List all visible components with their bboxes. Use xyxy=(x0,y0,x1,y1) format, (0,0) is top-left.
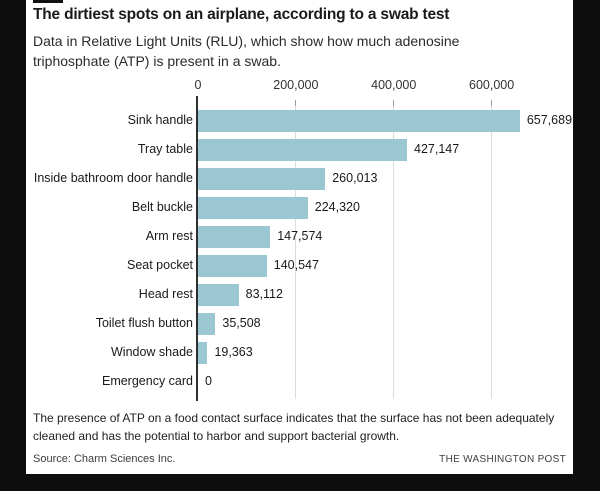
category-label: Sink handle xyxy=(127,113,193,127)
bar-row: 427,147 xyxy=(198,135,566,164)
bar-value-label: 147,574 xyxy=(277,229,323,243)
bar xyxy=(198,283,239,306)
chart-subtitle: Data in Relative Light Units (RLU), whic… xyxy=(33,33,460,69)
gridline xyxy=(393,100,395,399)
bar-value-label: 427,147 xyxy=(414,142,460,156)
bar-row: 35,508 xyxy=(198,309,566,338)
bar xyxy=(198,254,267,277)
chart-title: The dirtiest spots on an airplane, accor… xyxy=(33,6,450,23)
x-tick-label: 200,000 xyxy=(273,78,319,92)
bar xyxy=(198,196,308,219)
bar-value-label: 657,689 xyxy=(526,113,573,127)
footnote: The presence of ATP on a food contact su… xyxy=(33,411,555,443)
plot-area: 657,689 427,147 260,013 224,320 147,574 140,5… xyxy=(196,96,572,401)
bar xyxy=(198,138,408,161)
bar-row: 0 xyxy=(198,367,566,396)
category-label: Window shade xyxy=(111,345,193,359)
gridline xyxy=(491,100,493,399)
credit-label: THE WASHINGTON POST xyxy=(439,454,566,465)
axis-tick xyxy=(295,100,297,106)
category-label: Inside bathroom door handle xyxy=(33,171,193,185)
bar-chart: 0 200,000 400,000 600,000 Sink handle Tray t… xyxy=(26,76,573,406)
bar xyxy=(198,109,520,132)
bar xyxy=(198,225,271,248)
category-label: Seat pocket xyxy=(126,258,193,272)
bar-value-label: 140,547 xyxy=(273,258,319,272)
y-axis-line xyxy=(196,96,198,401)
x-tick-label: 0 xyxy=(194,78,202,92)
bar xyxy=(198,341,208,364)
bar-value-label: 0 xyxy=(205,374,212,388)
bar-row: 147,574 xyxy=(198,222,566,251)
axis-tick xyxy=(393,100,395,106)
gridline xyxy=(295,100,297,399)
bar-row: 19,363 xyxy=(198,338,566,367)
bar-row: 260,013 xyxy=(198,164,566,193)
x-tick-label: 600,000 xyxy=(469,78,515,92)
category-label: Emergency card xyxy=(101,374,193,388)
category-label: Head rest xyxy=(138,287,193,301)
x-tick-label: 400,000 xyxy=(371,78,417,92)
bar-value-label: 35,508 xyxy=(222,316,261,330)
axis-tick xyxy=(491,100,493,106)
top-rule-fragment xyxy=(33,0,63,3)
bar xyxy=(198,312,216,335)
bar-value-label: 260,013 xyxy=(332,171,378,185)
bar-value-label: 83,112 xyxy=(245,287,283,301)
chart-card: The dirtiest spots on an airplane, accor… xyxy=(26,0,573,474)
source-label: Source: Charm Sciences Inc. xyxy=(33,453,176,465)
bar xyxy=(198,167,326,190)
bar-value-label: 19,363 xyxy=(214,345,253,359)
category-label: Belt buckle xyxy=(131,200,193,214)
bar-value-label: 224,320 xyxy=(314,200,360,214)
bar-row: 83,112 xyxy=(198,280,566,309)
bar-row: 224,320 xyxy=(198,193,566,222)
bar-row: 140,547 xyxy=(198,251,566,280)
category-label: Arm rest xyxy=(145,229,193,243)
category-label: Toilet flush button xyxy=(95,316,193,330)
bar-row: 657,689 xyxy=(198,106,572,135)
category-label: Tray table xyxy=(137,142,193,156)
